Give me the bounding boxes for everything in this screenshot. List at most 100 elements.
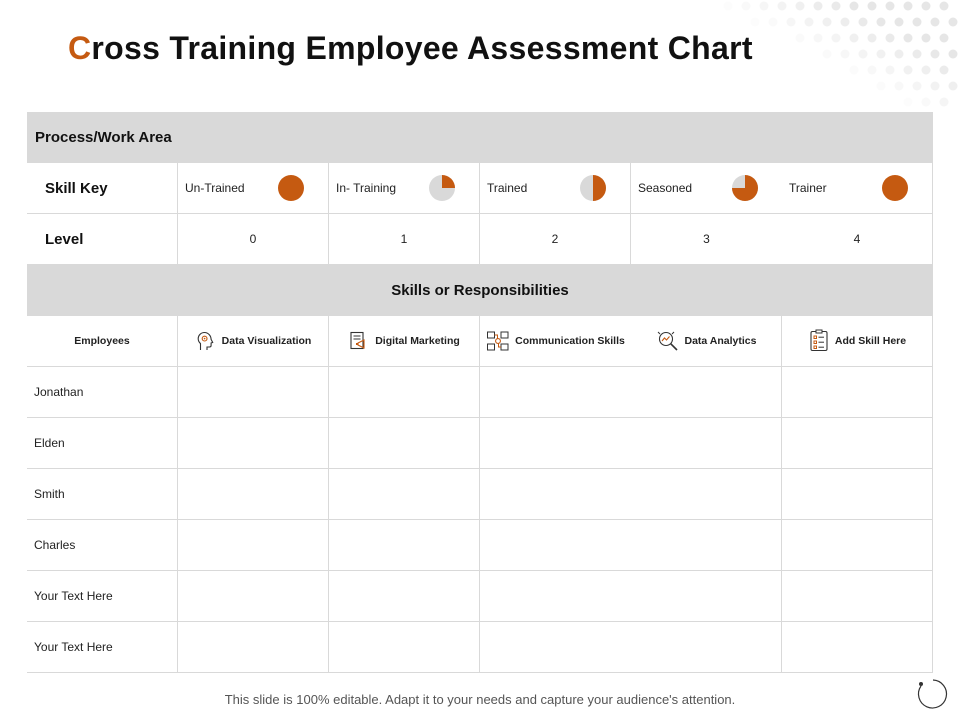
assessment-cell[interactable]: [631, 367, 782, 418]
assessment-cell[interactable]: [480, 418, 631, 469]
assessment-cell[interactable]: [782, 520, 933, 571]
decorative-dot: [795, 1, 805, 11]
skill-key-label-text: Trained: [487, 181, 528, 195]
assessment-cell[interactable]: [782, 418, 933, 469]
skills-band: Skills or Responsibilities: [27, 265, 933, 316]
assessment-cell[interactable]: [782, 469, 933, 520]
assessment-cell[interactable]: [631, 469, 782, 520]
decorative-dot: [786, 17, 796, 27]
decorative-dot: [912, 49, 922, 59]
decorative-dot: [831, 33, 841, 43]
assessment-cell[interactable]: [480, 367, 631, 418]
assessment-cell[interactable]: [329, 571, 480, 622]
head-gear-icon: [197, 331, 214, 350]
assessment-cell[interactable]: [178, 520, 329, 571]
assessment-cell[interactable]: [329, 622, 480, 673]
decorative-dot: [849, 65, 859, 75]
assessment-cell[interactable]: [329, 469, 480, 520]
assessment-cell[interactable]: [631, 520, 782, 571]
decorative-dot: [813, 1, 823, 11]
decorative-dot: [903, 65, 913, 75]
decorative-dot: [903, 1, 913, 11]
level-value: 1: [329, 214, 480, 265]
pie-filled-part: [732, 175, 758, 201]
assessment-cell[interactable]: [480, 469, 631, 520]
decorative-dot: [876, 49, 886, 59]
employees-header: Employees: [27, 316, 178, 367]
skill-header-label: Data Analytics: [684, 335, 757, 347]
decorative-dot: [840, 17, 850, 27]
employee-name: Elden: [27, 418, 178, 469]
employee-name: Your Text Here: [27, 571, 178, 622]
employee-name: Smith: [27, 469, 178, 520]
skill-header-label: Add Skill Here: [834, 335, 907, 347]
title-rest: ross Training Employee Assessment Chart: [91, 30, 753, 66]
decorative-dot: [921, 97, 931, 107]
decorative-dot: [948, 81, 958, 91]
decorative-dot: [939, 97, 949, 107]
megaphone-document-icon: [350, 331, 365, 350]
assessment-cell[interactable]: [329, 520, 480, 571]
decorative-dot: [876, 81, 886, 91]
pie-icon: [278, 175, 304, 201]
decorative-dot: [939, 1, 949, 11]
skill-header-communication-skills: Communication Skills: [480, 316, 631, 367]
decorative-dot: [849, 33, 859, 43]
skill-header-label: Data Visualization: [221, 335, 312, 347]
decorative-dot: [885, 65, 895, 75]
level-label: Level: [27, 214, 178, 265]
decorative-dot: [912, 81, 922, 91]
decorative-dot: [930, 81, 940, 91]
skill-header-digital-marketing: Digital Marketing: [329, 316, 480, 367]
assessment-cell[interactable]: [480, 571, 631, 622]
decorative-dot: [867, 1, 877, 11]
decorative-dot: [921, 33, 931, 43]
decorative-dot: [813, 33, 823, 43]
title-first-letter: C: [68, 30, 92, 66]
decorative-dot: [921, 65, 931, 75]
assessment-cell[interactable]: [329, 418, 480, 469]
decorative-dot: [876, 17, 886, 27]
decorative-dot: [858, 49, 868, 59]
assessment-cell[interactable]: [178, 622, 329, 673]
assessment-cell[interactable]: [178, 418, 329, 469]
skill-key-label: Skill Key: [27, 163, 178, 214]
assessment-cell[interactable]: [782, 367, 933, 418]
decorative-dot: [885, 1, 895, 11]
assessment-cell[interactable]: [178, 469, 329, 520]
assessment-cell[interactable]: [178, 571, 329, 622]
decorative-dot-pattern: [723, 1, 958, 107]
assessment-cell[interactable]: [480, 520, 631, 571]
assessment-cell[interactable]: [480, 622, 631, 673]
decorative-dot: [723, 1, 733, 11]
assessment-cell[interactable]: [631, 622, 782, 673]
skill-header-add-skill: Add Skill Here: [782, 316, 933, 367]
pie-icon: [580, 175, 606, 201]
assessment-cell[interactable]: [631, 571, 782, 622]
pie-filled-part: [278, 175, 304, 201]
page-title: Cross Training Employee Assessment Chart: [68, 30, 753, 67]
decorative-dot: [867, 33, 877, 43]
assessment-cell[interactable]: [178, 367, 329, 418]
decorative-dot: [948, 49, 958, 59]
assessment-cell[interactable]: [782, 571, 933, 622]
decorative-dot: [894, 17, 904, 27]
employee-name: Your Text Here: [27, 622, 178, 673]
assessment-cell[interactable]: [329, 367, 480, 418]
pie-icon: [732, 175, 758, 201]
assessment-table: Process/Work Area Skill Key Un-Trained I…: [27, 112, 933, 673]
decorative-dot: [822, 17, 832, 27]
skill-key-label-text: Seasoned: [638, 181, 693, 195]
level-value: 4: [782, 214, 933, 265]
slide-corner-icon: [917, 679, 948, 709]
skill-key-in-training: In- Training: [329, 163, 480, 214]
decorative-dot: [894, 49, 904, 59]
decorative-dot: [912, 17, 922, 27]
decorative-dot: [903, 97, 913, 107]
assessment-cell[interactable]: [782, 622, 933, 673]
assessment-cell[interactable]: [631, 418, 782, 469]
process-area-band: Process/Work Area: [27, 112, 933, 163]
decorative-dot: [939, 33, 949, 43]
skill-header-label: Digital Marketing: [375, 335, 460, 347]
decorative-dot: [921, 1, 931, 11]
